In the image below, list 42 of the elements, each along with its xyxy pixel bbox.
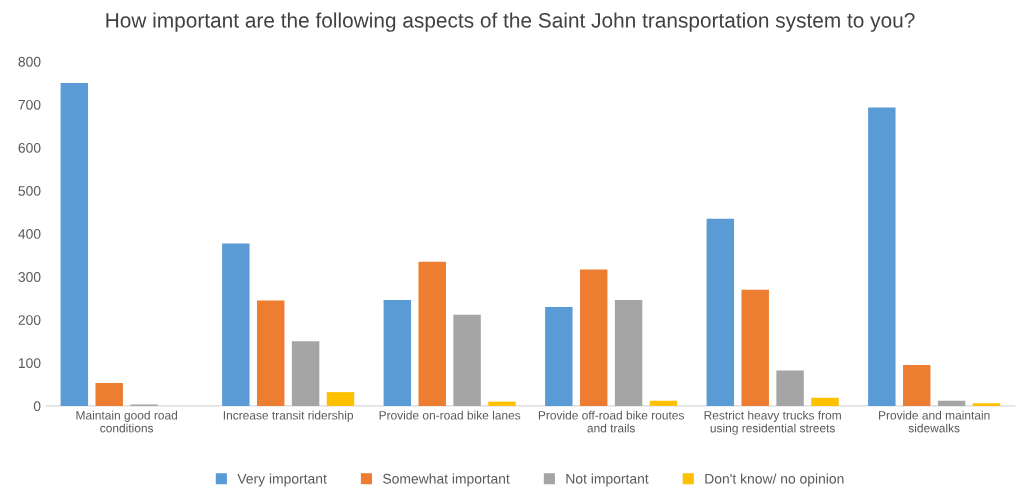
- bar: [545, 306, 573, 406]
- x-tick-label: Restrict heavy trucks from using residential streets: [704, 410, 841, 435]
- bar: [706, 218, 735, 406]
- x-tick-label: Provide off-road bike routes and trails: [538, 410, 684, 433]
- bar: [811, 397, 839, 406]
- bar: [326, 392, 355, 406]
- bar: [902, 365, 931, 406]
- legend-label: Somewhat important: [383, 473, 510, 487]
- chart-title: How important are the following aspects of the Saint John transportation system to you?: [106, 12, 915, 32]
- bar: [937, 400, 966, 406]
- x-tick-label: Provide and maintain sidewalks: [879, 410, 990, 433]
- y-tick-label: 600: [18, 142, 41, 153]
- y-tick-label: 200: [18, 315, 41, 325]
- x-tick-label: Increase transit ridership: [223, 410, 354, 422]
- bar: [222, 243, 250, 406]
- legend-label: Very important: [237, 473, 327, 487]
- bar: [60, 83, 89, 406]
- bar: [95, 383, 123, 406]
- bar: [291, 341, 320, 406]
- x-tick-label: Provide on-road bike lanes: [379, 410, 521, 420]
- bar: [579, 269, 608, 406]
- bar: [383, 300, 412, 406]
- bar: [614, 300, 643, 406]
- y-tick-label: 500: [18, 185, 41, 196]
- y-tick-label: 400: [18, 229, 41, 239]
- legend-label: Not important: [566, 473, 649, 487]
- bar: [776, 370, 804, 406]
- y-tick-label: 0: [33, 401, 41, 412]
- y-tick-label: 300: [18, 272, 41, 282]
- y-tick-label: 700: [18, 99, 41, 110]
- y-tick-label: 100: [18, 358, 41, 369]
- bar: [418, 261, 446, 406]
- bar: [256, 300, 285, 406]
- bar: [649, 400, 678, 406]
- bar: [868, 107, 896, 406]
- bar: [741, 289, 769, 406]
- bar: [488, 401, 516, 406]
- bar: [453, 314, 481, 406]
- legend-label: Don't know/ no opinion: [705, 473, 844, 487]
- y-tick-label: 800: [18, 56, 41, 67]
- x-tick-label: Maintain good road conditions: [76, 410, 178, 433]
- bar: [972, 403, 1001, 406]
